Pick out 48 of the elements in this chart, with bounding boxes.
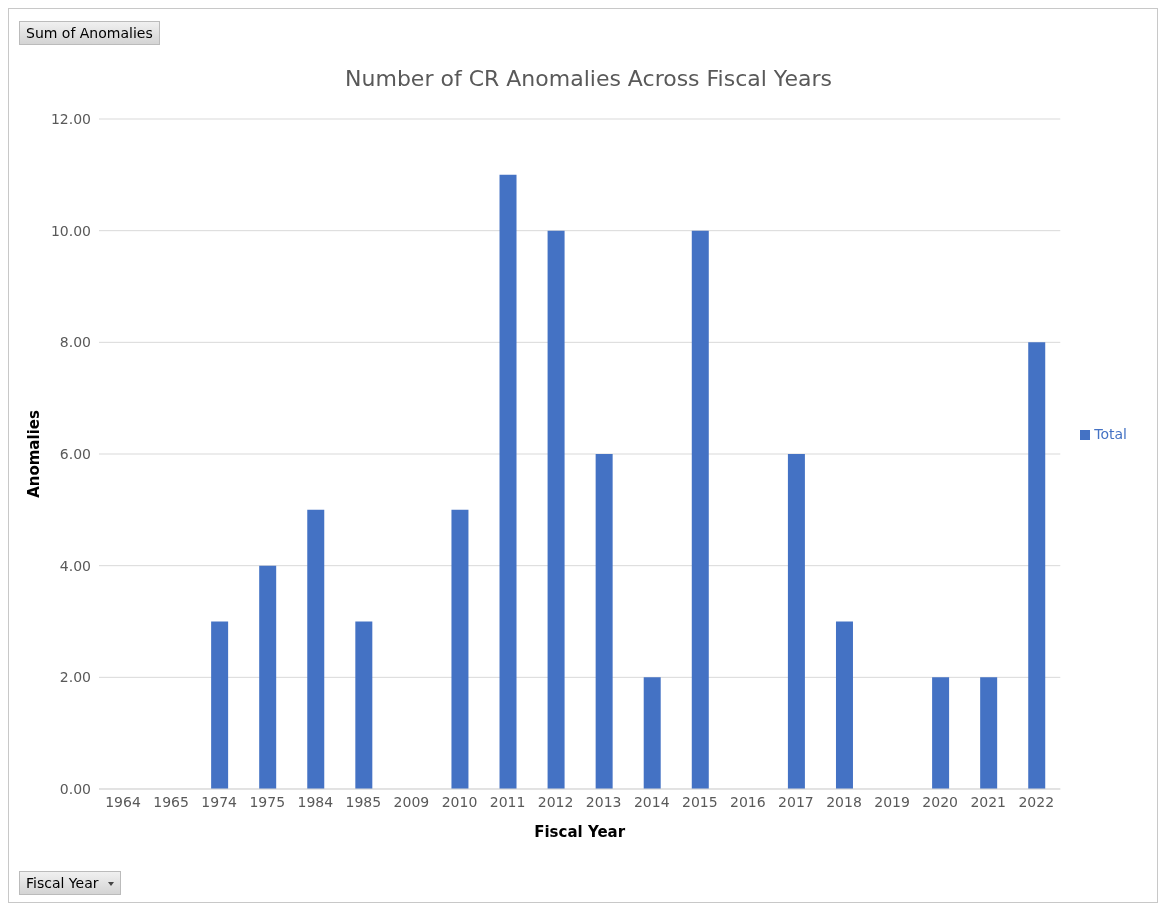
x-tick-label: 1975 xyxy=(249,793,286,810)
bar xyxy=(595,454,613,789)
bar xyxy=(932,677,950,789)
text: Fiscal Year xyxy=(19,871,122,895)
bar xyxy=(499,174,517,789)
x-tick-label: 2017 xyxy=(778,793,814,810)
x-tick-label: 1965 xyxy=(153,793,189,810)
x-tick-label: 2016 xyxy=(730,793,766,810)
x-tick-label: 2019 xyxy=(874,793,910,810)
x-tick-label: 2014 xyxy=(633,793,670,810)
bar xyxy=(547,230,565,789)
x-tick-label: 1964 xyxy=(105,793,141,810)
y-tick-label: 6.00 xyxy=(59,445,91,462)
bar xyxy=(307,509,325,789)
bar xyxy=(643,677,661,789)
y-tick-label: 4.00 xyxy=(59,557,91,574)
text: Sum of Anomalies xyxy=(19,21,160,45)
y-tick-label: 0.00 xyxy=(59,780,91,797)
x-axis-title: Fiscal Year xyxy=(534,823,626,841)
x-tick-label: 2020 xyxy=(922,793,958,810)
y-tick-label: 12.00 xyxy=(50,110,91,127)
x-tick-label: 1974 xyxy=(201,793,238,810)
y-axis-title: Anomalies xyxy=(25,410,44,498)
x-tick-label: 1984 xyxy=(297,793,334,810)
x-tick-label: 2010 xyxy=(441,793,478,810)
x-tick-label: 2015 xyxy=(681,793,718,810)
x-tick-label: 1985 xyxy=(345,793,382,810)
bar xyxy=(1028,342,1046,789)
x-tick-label: 2009 xyxy=(393,793,430,810)
x-tick-label: 2011 xyxy=(489,793,526,810)
bar xyxy=(355,621,373,789)
bar xyxy=(691,230,709,789)
x-tick-label: 2013 xyxy=(585,793,622,810)
bar xyxy=(451,509,469,789)
x-tick-label: 2021 xyxy=(970,793,1007,810)
bar xyxy=(787,454,805,789)
bar xyxy=(835,621,853,789)
bar xyxy=(980,677,998,789)
bar xyxy=(211,621,229,789)
y-tick-label: 8.00 xyxy=(59,334,91,351)
bar xyxy=(259,565,277,789)
y-tick-label: 10.00 xyxy=(50,222,91,239)
legend-label: Total xyxy=(1094,426,1127,442)
x-tick-label: 2022 xyxy=(1018,793,1055,810)
chart-title: Number of CR Anomalies Across Fiscal Years xyxy=(344,66,833,91)
x-tick-label: 2012 xyxy=(537,793,574,810)
y-tick-label: 2.00 xyxy=(59,669,91,686)
x-tick-label: 2018 xyxy=(826,793,862,810)
